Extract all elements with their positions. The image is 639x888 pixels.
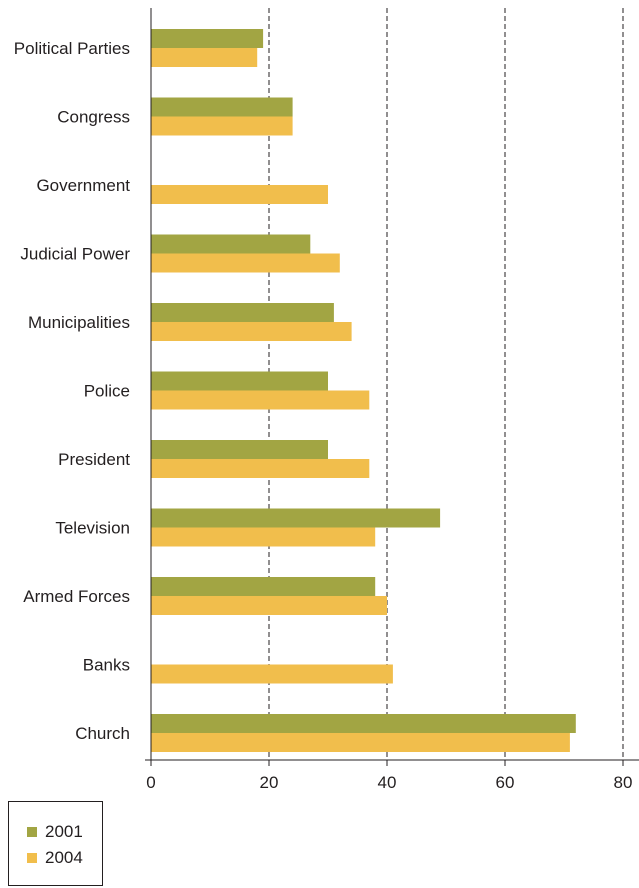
x-axis-ticks: 0 20 40 60 80	[146, 760, 632, 792]
bar-2004	[151, 390, 370, 410]
legend-swatch-2004	[27, 853, 37, 863]
bar-2001	[151, 29, 264, 48]
x-tick-label: 40	[378, 773, 397, 792]
bar-2001	[151, 714, 576, 733]
bar-2001	[151, 508, 441, 528]
x-tick-label: 20	[260, 773, 279, 792]
bars	[151, 29, 576, 752]
bar-2004	[151, 664, 393, 684]
bar-2004	[151, 459, 370, 478]
legend-label-2004: 2004	[45, 848, 83, 867]
legend-item-2004: 2004	[27, 848, 83, 868]
legend: 2001 2004	[8, 801, 103, 886]
category-label: President	[58, 450, 130, 469]
bar-2004	[151, 116, 293, 136]
category-label: Municipalities	[28, 313, 130, 332]
category-labels: Political Parties Congress Government Judic…	[14, 39, 131, 743]
legend-item-2001: 2001	[27, 822, 83, 842]
x-tick-label: 60	[496, 773, 515, 792]
bar-2004	[151, 733, 570, 752]
bar-2001	[151, 303, 334, 322]
bar-2001	[151, 440, 328, 459]
category-label: Police	[84, 382, 130, 401]
x-tick-label: 80	[614, 773, 633, 792]
bar-2004	[151, 185, 328, 204]
category-label: Government	[36, 176, 130, 195]
category-label: Church	[75, 724, 130, 743]
category-label: Television	[55, 519, 130, 538]
bar-2001	[151, 234, 311, 254]
x-tick-label: 0	[146, 773, 155, 792]
category-label: Political Parties	[14, 39, 130, 58]
bar-2004	[151, 322, 352, 341]
bar-2004	[151, 527, 376, 547]
bar-2001	[151, 577, 376, 596]
category-label: Congress	[57, 108, 130, 127]
bar-2004	[151, 253, 340, 273]
bar-2004	[151, 596, 387, 615]
bar-2001	[151, 97, 293, 117]
legend-label-2001: 2001	[45, 822, 83, 841]
bar-2004	[151, 48, 258, 67]
chart: 0 20 40 60 80 Political Parties Congress Gover…	[14, 8, 639, 792]
category-label: Banks	[83, 656, 130, 675]
category-label: Armed Forces	[23, 587, 130, 606]
bar-2001	[151, 371, 328, 391]
legend-swatch-2001	[27, 827, 37, 837]
category-label: Judicial Power	[20, 245, 130, 264]
